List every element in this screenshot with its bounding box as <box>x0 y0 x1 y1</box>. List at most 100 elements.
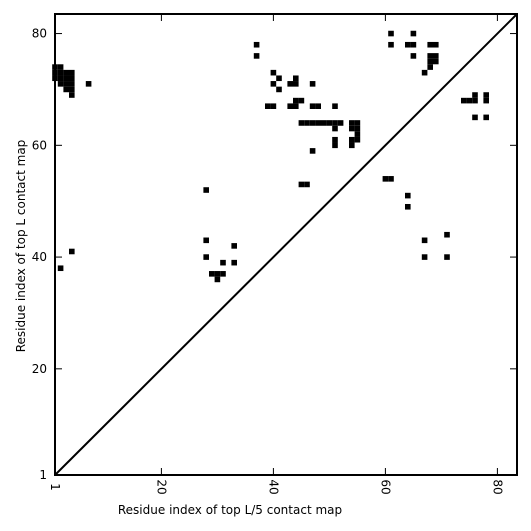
contact-cell <box>57 64 64 70</box>
contact-cell <box>270 103 277 109</box>
contact-cell <box>220 271 226 277</box>
contact-cell <box>472 114 478 121</box>
contact-cell <box>332 136 338 143</box>
contact-cell <box>466 97 473 104</box>
contact-cell <box>427 53 433 59</box>
contact-cell <box>309 120 316 126</box>
contact-cell <box>293 75 299 82</box>
contact-cell <box>57 69 64 76</box>
contact-cell <box>270 81 277 87</box>
contact-cell <box>293 97 299 104</box>
contact-cell <box>421 237 428 244</box>
y-axis-title: Residue index of top L contact map <box>14 140 28 353</box>
contact-cell <box>209 271 215 277</box>
contact-cell <box>483 114 489 121</box>
contact-cell <box>57 81 64 87</box>
x-tick-label: 20 <box>154 479 168 494</box>
contact-cell <box>326 120 333 126</box>
contact-cell <box>444 254 450 260</box>
contact-cell <box>405 203 411 210</box>
contact-cell <box>315 120 321 126</box>
x-tick-labels: 1 20 40 60 80 <box>48 479 504 494</box>
contact-cell <box>433 41 439 48</box>
contact-cell <box>203 187 209 193</box>
y-tick-label: 60 <box>32 138 47 152</box>
contact-cell <box>253 53 260 59</box>
contact-cell <box>332 125 338 132</box>
contact-cell <box>421 254 428 260</box>
contact-cell <box>309 148 316 154</box>
x-axis-title: Residue index of top L/5 contact map <box>118 503 342 517</box>
plot-frame <box>54 13 518 476</box>
contact-cell <box>461 97 467 104</box>
y-tick-label: 20 <box>32 362 47 376</box>
contact-cell <box>231 259 237 266</box>
contact-cell <box>69 75 75 82</box>
contact-cell <box>309 103 316 109</box>
contact-cell <box>410 30 417 37</box>
contact-cell <box>349 120 355 126</box>
contact-cell <box>410 41 417 48</box>
contact-cell <box>332 142 338 149</box>
contact-cell <box>349 136 355 143</box>
contact-cell <box>388 176 394 182</box>
contact-cell <box>315 103 321 109</box>
contact-cell <box>349 125 355 132</box>
y-tick-label: 80 <box>32 27 47 41</box>
contact-cell <box>354 120 361 126</box>
contact-cell <box>354 125 361 132</box>
x-tick-label: 60 <box>378 479 392 494</box>
contact-cell <box>427 58 433 65</box>
contact-cell <box>332 103 338 109</box>
contact-cell <box>203 254 209 260</box>
contact-cell <box>304 181 310 188</box>
contact-cell <box>69 92 75 98</box>
contact-cell <box>293 81 299 87</box>
contact-cell <box>253 41 260 48</box>
contact-cell <box>410 53 417 59</box>
contact-cell <box>354 131 361 137</box>
y-tick-label: 40 <box>32 250 47 264</box>
contact-cell <box>321 120 327 126</box>
contact-cell <box>433 53 439 59</box>
x-tick-label: 80 <box>490 479 504 494</box>
contact-cell <box>214 271 221 277</box>
contact-cell <box>388 41 394 48</box>
contact-cell <box>69 69 75 76</box>
contact-cell <box>298 181 305 188</box>
contact-cell <box>427 41 433 48</box>
contact-cell <box>483 97 489 104</box>
contact-cell <box>472 97 478 104</box>
contact-cell <box>349 142 355 149</box>
contact-cell <box>69 248 75 255</box>
axis-ticks <box>54 14 517 476</box>
x-tick-label: 40 <box>266 479 280 494</box>
contact-cell <box>85 81 92 87</box>
contact-cell <box>69 86 75 93</box>
contact-cell <box>298 120 305 126</box>
contact-cell <box>309 81 316 87</box>
y-tick-label: 1 <box>39 468 47 482</box>
contact-cell <box>427 64 433 70</box>
contact-cell <box>304 120 310 126</box>
contact-cell <box>287 103 293 109</box>
contact-cell <box>298 97 305 104</box>
contact-cell <box>382 176 389 182</box>
contact-cell <box>405 192 411 199</box>
contact-cell <box>220 259 226 266</box>
contact-cell <box>63 69 69 76</box>
contact-cell <box>405 41 411 48</box>
contact-cell <box>354 136 361 143</box>
contact-cell <box>270 69 277 76</box>
contact-cell <box>287 81 293 87</box>
contact-cell <box>63 75 69 82</box>
contact-cell <box>444 231 450 238</box>
contact-cell <box>293 103 299 109</box>
contact-cell <box>276 75 282 82</box>
contact-cell <box>332 120 338 126</box>
x-tick-label: 1 <box>48 483 62 491</box>
contact-cell <box>63 81 69 87</box>
contact-cell <box>433 58 439 65</box>
contact-cell <box>265 103 271 109</box>
